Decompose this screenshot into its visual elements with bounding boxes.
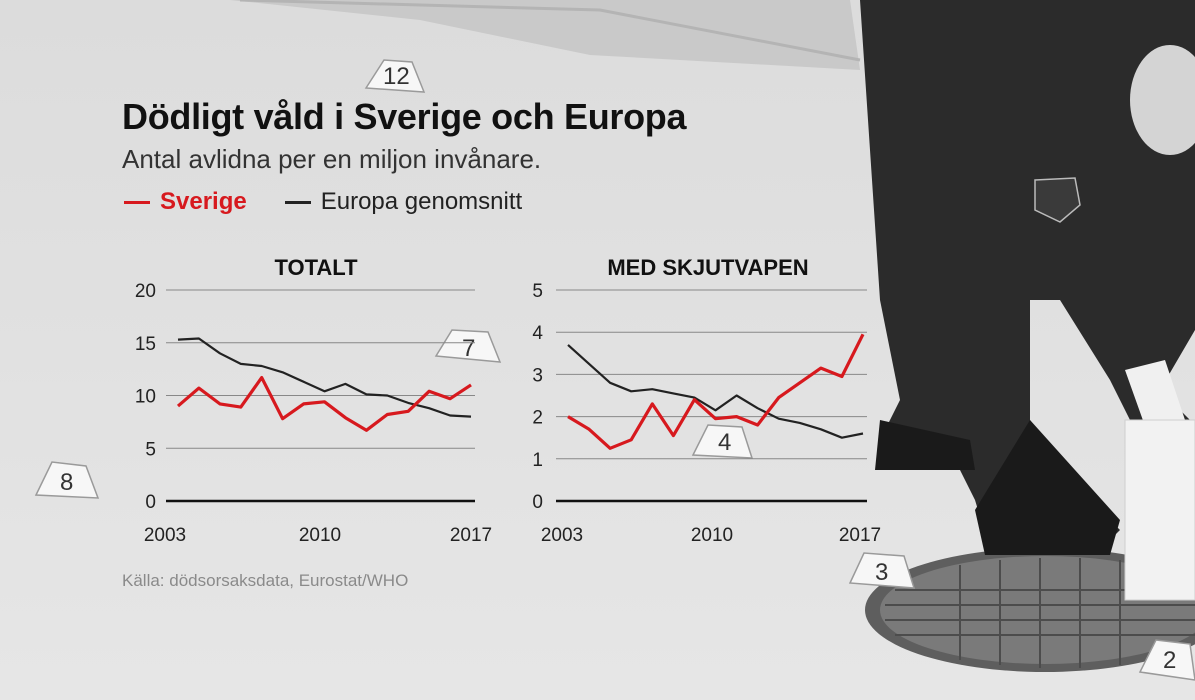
- series-line-skjutvapen-europa: [567, 344, 864, 439]
- svg-text:12: 12: [383, 63, 410, 90]
- x-tick-label-skjutvapen-2017: 2017: [839, 525, 881, 546]
- chart-title-skjutvapen: MED SKJUTVAPEN: [607, 255, 808, 280]
- legend-swatch-sverige: [124, 200, 150, 204]
- y-tick-label-skjutvapen-1: 1: [532, 450, 543, 471]
- x-tick-label-totalt-2003: 2003: [144, 525, 186, 546]
- page-title: Dödligt våld i Sverige och Europa: [122, 96, 687, 137]
- y-tick-label-totalt-10: 10: [135, 387, 156, 408]
- legend-item-europa: Europa genomsnitt: [284, 188, 523, 216]
- y-tick-label-totalt-20: 20: [135, 281, 156, 302]
- svg-text:7: 7: [462, 335, 475, 362]
- y-tick-label-skjutvapen-3: 3: [532, 365, 543, 386]
- y-tick-label-totalt-0: 0: [145, 492, 156, 513]
- chart-title-totalt: TOTALT: [274, 255, 358, 280]
- x-tick-label-totalt-2017: 2017: [450, 525, 492, 546]
- svg-text:3: 3: [875, 559, 888, 586]
- svg-text:8: 8: [60, 469, 73, 496]
- series-line-totalt-europa: [177, 337, 472, 418]
- legend-label-europa: Europa genomsnitt: [320, 188, 523, 215]
- legend-swatch-europa: [284, 200, 311, 204]
- x-tick-label-skjutvapen-2010: 2010: [691, 525, 733, 546]
- y-tick-label-skjutvapen-0: 0: [532, 492, 543, 513]
- legend-item-sverige: Sverige: [124, 188, 247, 216]
- y-tick-label-totalt-5: 5: [145, 439, 156, 460]
- svg-text:4: 4: [718, 429, 731, 456]
- y-tick-label-totalt-15: 15: [135, 334, 156, 355]
- legend: Sverige Europa genomsnitt: [124, 188, 522, 216]
- series-line-skjutvapen-sverige: [567, 333, 865, 450]
- y-tick-label-skjutvapen-5: 5: [532, 281, 543, 302]
- y-tick-label-skjutvapen-2: 2: [532, 408, 543, 429]
- y-tick-label-skjutvapen-4: 4: [532, 323, 543, 344]
- legend-label-sverige: Sverige: [160, 188, 247, 215]
- series-line-totalt-sverige: [176, 376, 472, 432]
- page-subtitle: Antal avlidna per en miljon invånare.: [122, 144, 542, 174]
- source-note: Källa: dödsorsaksdata, Eurostat/WHO: [122, 571, 409, 590]
- x-tick-label-skjutvapen-2003: 2003: [541, 525, 583, 546]
- x-tick-label-totalt-2010: 2010: [299, 525, 341, 546]
- svg-text:2: 2: [1163, 647, 1176, 674]
